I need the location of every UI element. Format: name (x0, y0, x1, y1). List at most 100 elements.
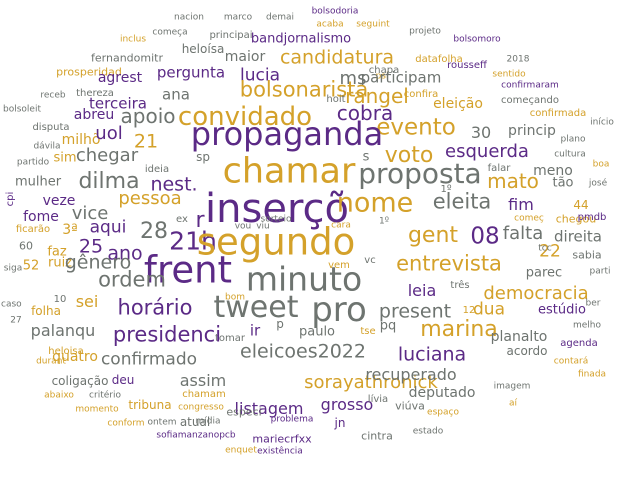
word-08: 08 (470, 223, 500, 250)
word-vem: vem (328, 260, 350, 271)
word-comec: começ (514, 213, 544, 224)
word-thereza: thereza (76, 88, 114, 99)
word-ano: ano (107, 242, 143, 265)
word-fome: fome (23, 209, 59, 225)
word-sentido: sentido (492, 69, 526, 80)
word-tomar: tomar (214, 333, 246, 344)
word-cintra: cintra (361, 429, 393, 443)
word-problema: problema (270, 414, 314, 425)
word-davila: dávila (33, 141, 61, 152)
word-evento: evento (376, 114, 456, 141)
word-cpi: cpi (5, 191, 16, 207)
word-inicio: início (590, 117, 614, 128)
word-milho: milhõ (61, 132, 101, 148)
word-sorayathronick: sorayathronick (304, 372, 438, 393)
word-listagem: listagem (234, 399, 304, 418)
word-estudio: estúdio (538, 302, 586, 318)
word-plano: plano (560, 134, 586, 145)
word-grosso: grosso (320, 395, 374, 414)
word-44: 44 (573, 198, 589, 212)
word-eleicoes2022: eleicoes2022 (240, 340, 366, 363)
word-eleicao: eleição (433, 96, 483, 112)
word-ordem: ordem (98, 267, 166, 292)
word-inclus: inclus (119, 34, 147, 45)
word-princip: princip (508, 123, 556, 139)
word-imagem: imagem (493, 381, 531, 392)
word-congresso: congresso (178, 402, 224, 413)
word-dilma: dilma (78, 169, 140, 194)
word-mulher: mulher (14, 174, 62, 190)
word-confirmaram: confirmaram (501, 80, 559, 91)
word-lucia: lucia (240, 65, 280, 86)
word-tweet: tweet (213, 290, 299, 325)
word-nest: nest. (150, 173, 198, 196)
word-falta: falta (502, 223, 544, 244)
word-momento: momento (75, 404, 119, 415)
word-tres: três (450, 280, 470, 291)
word-vice: vice (71, 203, 109, 224)
word-mato: mato (487, 169, 539, 193)
word-esquerda: esquerda (445, 141, 529, 162)
word-datafolha: datafolha (415, 54, 463, 65)
word-ber: ber (585, 298, 601, 309)
word-voto: voto (384, 143, 434, 168)
word-inserco: inserçõ (205, 186, 349, 232)
word-27: 27 (10, 315, 22, 326)
word-parti: parti (589, 266, 611, 277)
word-maior: maior (224, 49, 266, 65)
word-bolsonarista: bolsonarista (239, 77, 369, 102)
word-espaco: espaço (427, 407, 459, 418)
word-cara: cara (331, 220, 351, 231)
word-12: 12 (462, 305, 476, 316)
word-palanqu: palanqu (30, 321, 96, 340)
word-52: 52 (22, 258, 40, 274)
word-receb: receb (40, 90, 66, 101)
word-gent: gent (407, 223, 459, 248)
word-sei: sei (75, 292, 99, 311)
word-chamar: chamar (222, 151, 356, 192)
word-60: 60 (19, 239, 33, 253)
word-25: 25 (78, 235, 104, 258)
word-tcc: tcc (538, 243, 552, 254)
word-comeca: começa (152, 27, 188, 38)
word-presidenci: presidenci (112, 322, 222, 347)
word-bom: bom (225, 292, 245, 303)
word-21: 21 (133, 130, 159, 153)
word-10: 10 (53, 294, 67, 305)
word-atual: atual (179, 415, 211, 429)
word-fim: fim (508, 195, 534, 214)
word-seguint: seguint (356, 19, 390, 30)
word-chegou: chegou (555, 212, 597, 226)
word-present: present (378, 300, 452, 323)
word-vou: vou (234, 221, 252, 232)
word-especi: especi (226, 405, 262, 419)
word-pmdb: pmdb (577, 212, 607, 223)
word-cultura: cultura (554, 149, 586, 160)
word-tse: tse (360, 326, 376, 337)
word-agenda: agenda (560, 338, 598, 349)
word-sabia: sabia (572, 248, 602, 262)
word-existencia: existência (257, 446, 303, 457)
word-dua: dua (473, 299, 505, 320)
word-ir: ir (249, 321, 261, 340)
word-livia: lívia (367, 394, 389, 405)
word-durant: durant (36, 356, 66, 367)
word-pessoa: pessoa (118, 188, 182, 209)
word-siga: siga (3, 263, 23, 274)
word-ai: aí (508, 398, 518, 409)
word-ideia: ideia (144, 164, 170, 175)
word-jose: josé (588, 178, 608, 189)
word-meno: meno (533, 163, 573, 179)
word-apoio: apoio (120, 104, 176, 128)
word-r: r (195, 208, 205, 233)
word-paulo: paulo (298, 324, 336, 340)
word-cobra: cobra (336, 101, 394, 125)
word-psi: psi (375, 71, 389, 82)
word-confirmado: confirmado (100, 349, 198, 370)
word-frent: frent (143, 248, 233, 292)
word-2018: 2018 (506, 54, 530, 65)
word-agrest: agrest (97, 70, 143, 86)
word-uol: uol (95, 123, 123, 144)
word-segundo: segundo (196, 220, 356, 264)
word-tao: tão (552, 175, 574, 191)
